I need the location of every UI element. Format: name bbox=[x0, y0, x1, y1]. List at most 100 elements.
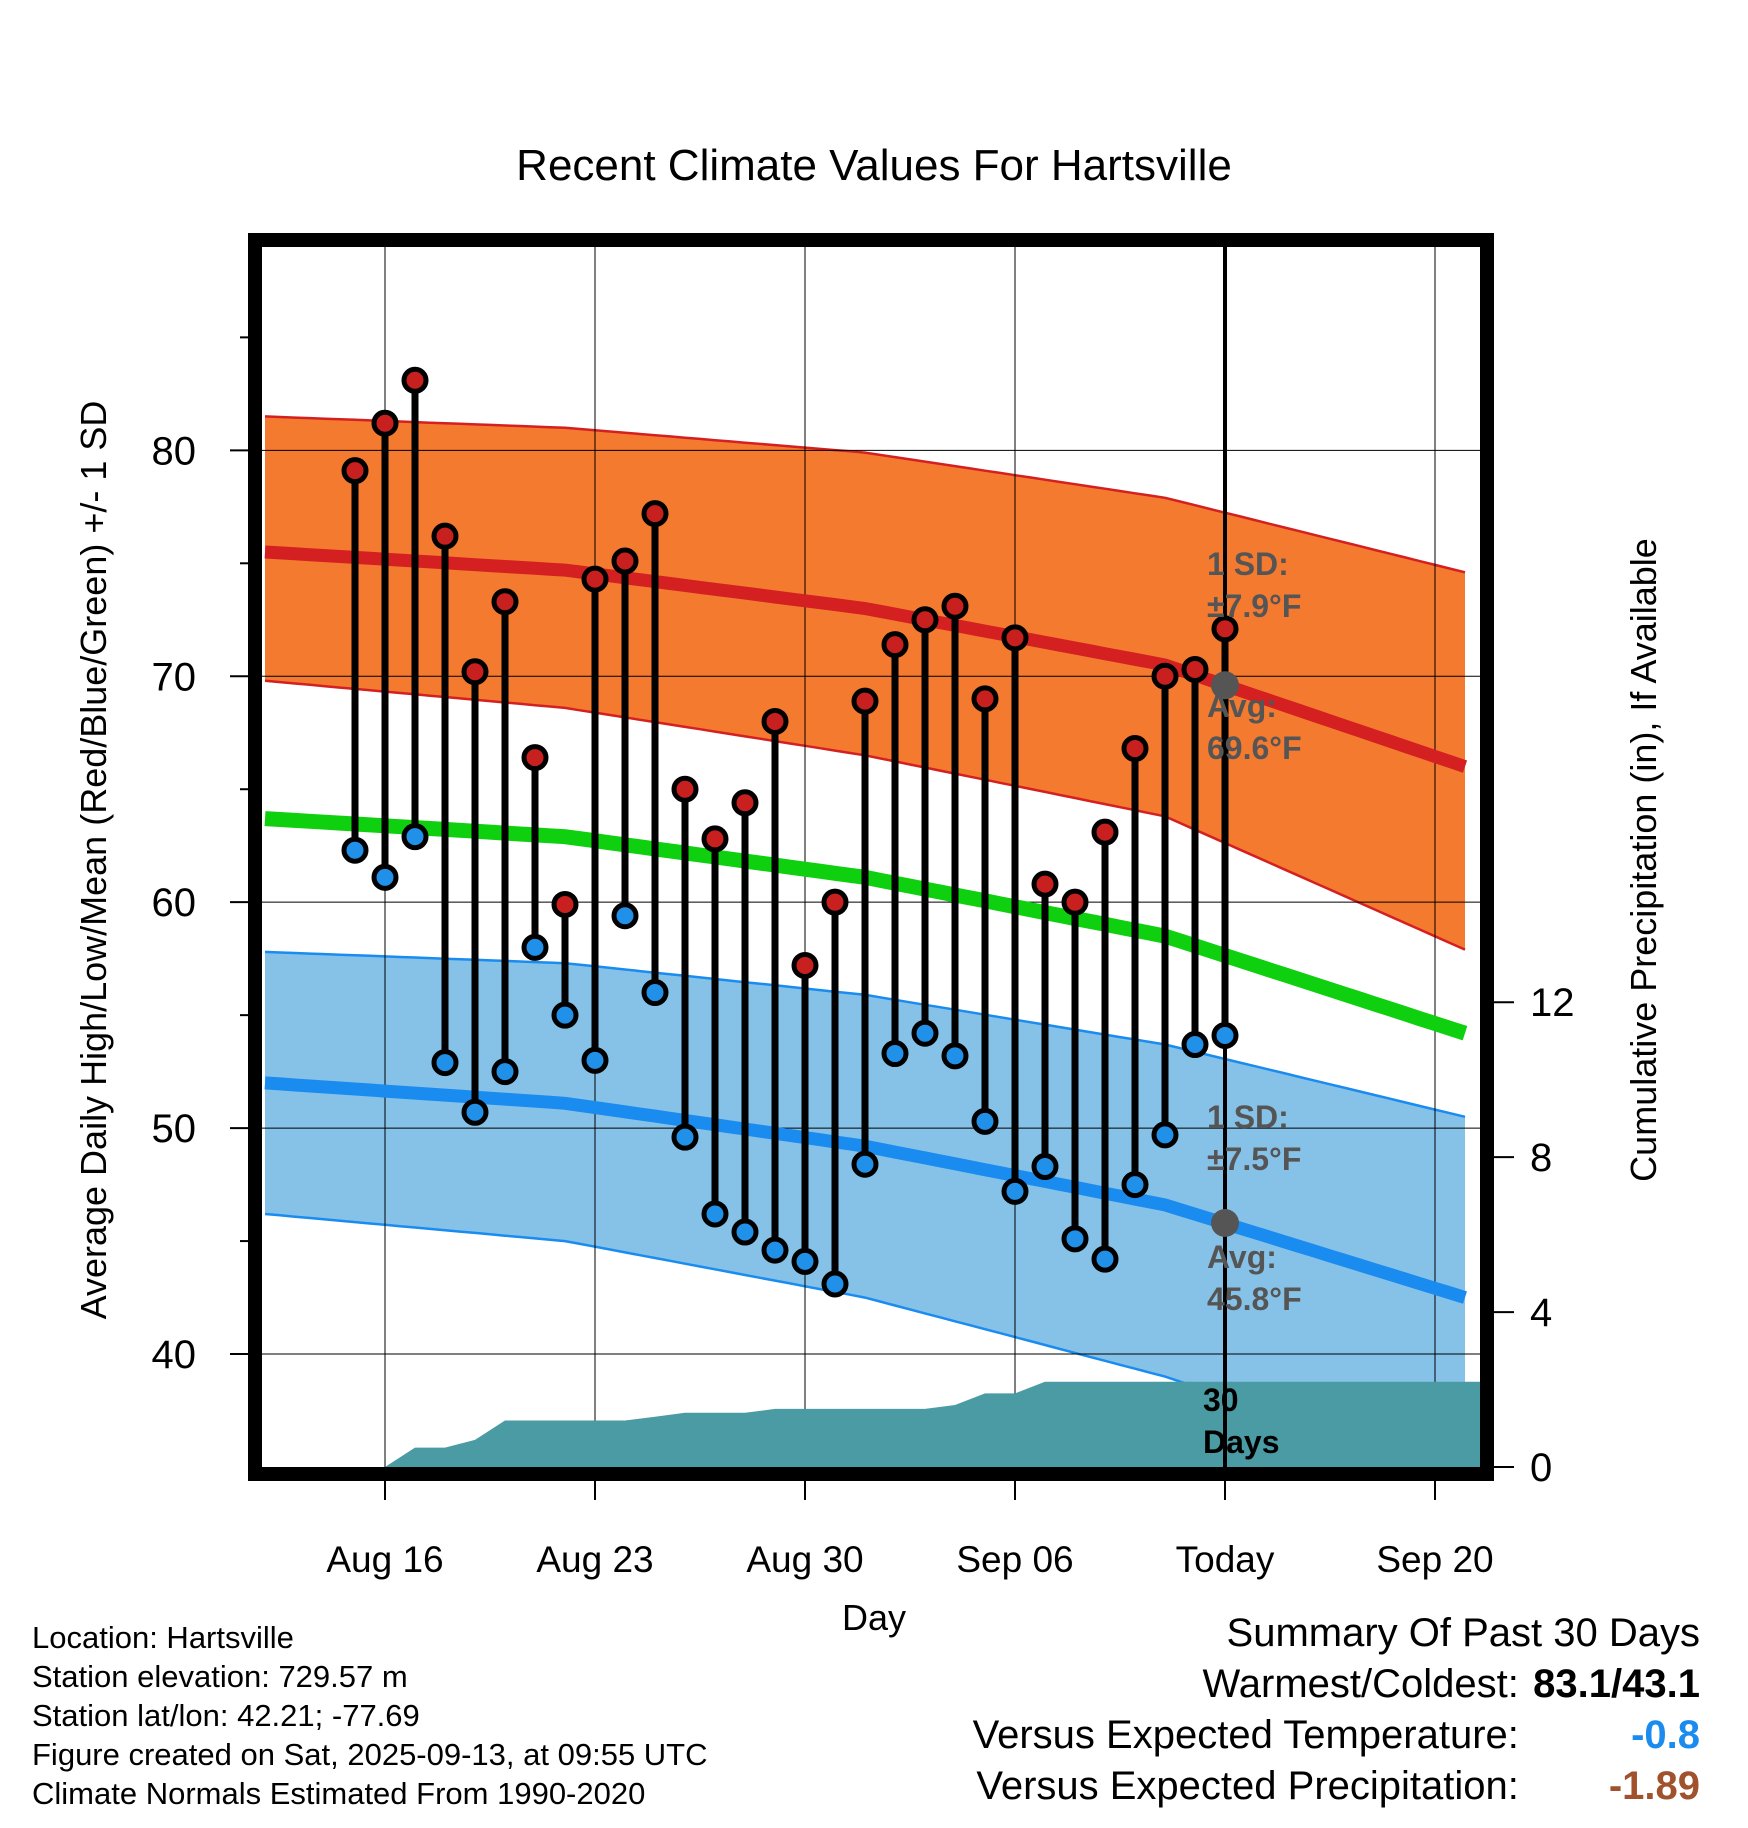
low-avg-value: 45.8°F bbox=[1207, 1281, 1302, 1317]
daily-high-point bbox=[701, 825, 729, 853]
daily-low-point bbox=[731, 1218, 759, 1246]
y-axis-label: Average Daily High/Low/Mean (Red/Blue/Gr… bbox=[73, 401, 114, 1320]
daily-high-point bbox=[461, 658, 489, 686]
daily-high-point bbox=[881, 631, 909, 659]
daily-high-point bbox=[371, 409, 399, 437]
daily-high-point bbox=[1091, 818, 1119, 846]
daily-high-point bbox=[791, 951, 819, 979]
daily-low-point bbox=[431, 1049, 459, 1077]
daily-high-point bbox=[551, 890, 579, 918]
daily-low-point bbox=[611, 902, 639, 930]
daily-low-point bbox=[1001, 1177, 1029, 1205]
warm-cold-value: 83.1/43.1 bbox=[1533, 1662, 1700, 1706]
days-count-label: 30 bbox=[1203, 1382, 1239, 1418]
daily-high-point bbox=[491, 588, 519, 616]
daily-high-point bbox=[1001, 624, 1029, 652]
daily-high-point bbox=[821, 888, 849, 916]
daily-low-point bbox=[1061, 1225, 1089, 1253]
daily-high-point bbox=[971, 685, 999, 713]
daily-high-point bbox=[611, 547, 639, 575]
temp-diff-label: Versus Expected Temperature: bbox=[972, 1713, 1519, 1757]
daily-high-point bbox=[911, 606, 939, 634]
daily-low-point bbox=[521, 933, 549, 961]
daily-low-point bbox=[671, 1123, 699, 1151]
high-avg-label: Avg: bbox=[1207, 688, 1277, 724]
x-tick-label: Aug 30 bbox=[746, 1539, 863, 1580]
daily-low-point bbox=[761, 1236, 789, 1264]
daily-low-point bbox=[1091, 1245, 1119, 1273]
low-sd-label: 1 SD: bbox=[1207, 1099, 1289, 1135]
daily-high-point bbox=[1181, 655, 1209, 683]
daily-low-point bbox=[791, 1247, 819, 1275]
chart-title: Recent Climate Values For Hartsville bbox=[516, 141, 1232, 190]
daily-high-point bbox=[671, 775, 699, 803]
elevation-text: Station elevation: 729.57 m bbox=[32, 1659, 408, 1694]
daily-low-point bbox=[401, 823, 429, 851]
x-axis-label: Day bbox=[842, 1597, 906, 1638]
low-sd-value: ±7.5°F bbox=[1207, 1141, 1301, 1177]
daily-low-point bbox=[881, 1040, 909, 1068]
latlon-text: Station lat/lon: 42.21; -77.69 bbox=[32, 1698, 420, 1733]
daily-low-point bbox=[641, 979, 669, 1007]
y-tick-label: 40 bbox=[152, 1333, 197, 1377]
daily-high-point bbox=[521, 744, 549, 772]
created-text: Figure created on Sat, 2025-09-13, at 09… bbox=[32, 1737, 708, 1772]
summary-warm-cold-row: Warmest/Coldest: 83.1/43.1 bbox=[973, 1659, 1701, 1710]
low-avg-label: Avg: bbox=[1207, 1239, 1277, 1275]
daily-high-point bbox=[761, 707, 789, 735]
daily-low-point bbox=[851, 1150, 879, 1178]
daily-high-point bbox=[851, 687, 879, 715]
high-sd-value: ±7.9°F bbox=[1207, 588, 1301, 624]
daily-high-point bbox=[341, 457, 369, 485]
daily-low-point bbox=[701, 1200, 729, 1228]
daily-low-point bbox=[581, 1046, 609, 1074]
x-tick-label: Aug 23 bbox=[536, 1539, 653, 1580]
precip-diff-label: Versus Expected Precipitation: bbox=[976, 1764, 1519, 1808]
high-sd-label: 1 SD: bbox=[1207, 546, 1289, 582]
normal-high-line bbox=[264, 545, 1468, 773]
station-info: Location: Hartsville Station elevation: … bbox=[32, 1618, 708, 1813]
precip-area bbox=[385, 1381, 1480, 1467]
y2-tick-label: 8 bbox=[1530, 1136, 1552, 1180]
y2-tick-label: 12 bbox=[1530, 981, 1575, 1025]
daily-low-point bbox=[341, 836, 369, 864]
daily-low-point bbox=[1181, 1031, 1209, 1059]
daily-high-point bbox=[1121, 735, 1149, 763]
y2-axis-label: Cumulative Precipitation (in), If Availa… bbox=[1623, 538, 1664, 1182]
daily-low-point bbox=[461, 1098, 489, 1126]
daily-low-point bbox=[491, 1058, 519, 1086]
y-tick-label: 50 bbox=[152, 1107, 197, 1151]
x-tick-label: Sep 20 bbox=[1376, 1539, 1493, 1580]
high-band-upper-edge bbox=[264, 415, 1466, 574]
y-tick-label: 70 bbox=[152, 655, 197, 699]
daily-high-point bbox=[401, 366, 429, 394]
daily-high-point bbox=[941, 592, 969, 620]
daily-low-point bbox=[1121, 1171, 1149, 1199]
daily-high-point bbox=[581, 565, 609, 593]
summary-panel: Summary Of Past 30 Days Warmest/Coldest:… bbox=[973, 1608, 1700, 1812]
daily-high-point bbox=[1211, 615, 1239, 643]
normals-text: Climate Normals Estimated From 1990-2020 bbox=[32, 1776, 646, 1811]
summary-title: Summary Of Past 30 Days bbox=[1226, 1611, 1700, 1655]
y2-tick-label: 0 bbox=[1530, 1446, 1552, 1490]
daily-high-point bbox=[731, 789, 759, 817]
daily-low-point bbox=[941, 1042, 969, 1070]
summary-precip-row: Versus Expected Precipitation: -1.89 bbox=[973, 1761, 1700, 1812]
daily-low-point bbox=[551, 1001, 579, 1029]
warm-cold-label: Warmest/Coldest: bbox=[1202, 1662, 1519, 1706]
daily-high-point bbox=[1031, 870, 1059, 898]
summary-temp-row: Versus Expected Temperature: -0.8 bbox=[973, 1710, 1700, 1761]
y-tick-label: 80 bbox=[152, 429, 197, 473]
today-high-avg-dot bbox=[1211, 671, 1239, 700]
plot-content: 1 SD: ±7.9°F Avg: 69.6°F 1 SD: ±7.5°F Avg: 45.8… bbox=[262, 247, 1480, 1467]
high-avg-value: 69.6°F bbox=[1207, 730, 1302, 766]
x-tick-label: Aug 16 bbox=[326, 1539, 443, 1580]
y2-tick-label: 4 bbox=[1530, 1291, 1552, 1335]
precip-diff-value: -1.89 bbox=[1608, 1764, 1700, 1808]
y-tick-label: 60 bbox=[152, 881, 197, 925]
x-tick-label: Today bbox=[1176, 1539, 1275, 1580]
daily-high-point bbox=[641, 500, 669, 528]
daily-high-point bbox=[431, 522, 459, 550]
plot-frame bbox=[248, 233, 1494, 1481]
